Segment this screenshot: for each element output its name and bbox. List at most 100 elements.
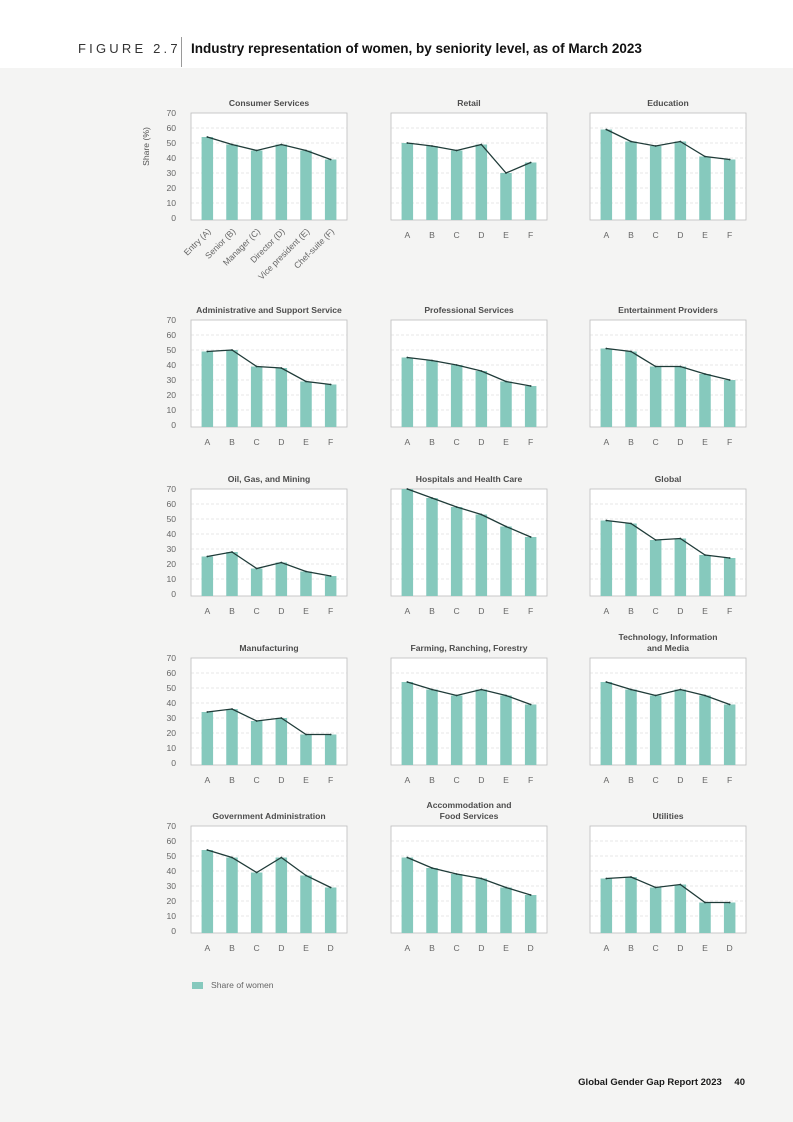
x-tick-label: D — [478, 606, 484, 616]
x-tick-label: B — [628, 230, 634, 240]
trend-line — [207, 349, 331, 386]
x-tick-label: F — [328, 775, 333, 785]
chart-svg-consumer-services: Consumer Services 0 10 20 30 40 50 60 70 Share (%… — [141, 98, 348, 282]
data-point — [679, 365, 682, 368]
data-point — [704, 373, 706, 375]
chart-panel-hospitals-health-care: Hospitals and Health Care A B C D E F — [376, 468, 576, 628]
page-footer: Global Gender Gap Report 2023 40 — [578, 1077, 745, 1088]
bar-b — [226, 552, 238, 596]
chart-panel-utilities: Utilities A B C D E D — [575, 805, 775, 965]
x-tick-label: E — [303, 775, 309, 785]
y-tick-label: 60 — [166, 123, 176, 133]
data-point — [728, 703, 731, 706]
trend-line — [207, 708, 331, 736]
page-number: 40 — [734, 1077, 745, 1088]
x-tick-label: E — [702, 775, 708, 785]
data-point — [305, 570, 307, 573]
y-tick-label: 20 — [166, 183, 176, 193]
y-tick-label: 60 — [166, 499, 176, 509]
chart-svg-manufacturing: Manufacturing 0 10 20 30 40 50 60 70 A B C D E F — [166, 643, 348, 785]
data-point — [255, 871, 258, 874]
legend-swatch-share-of-women — [192, 981, 203, 989]
bar-a — [201, 712, 214, 765]
x-tick-label: C — [653, 775, 659, 785]
chart-svg-administrative-and-support-service: Administrative and Support Service 0 10 20 3… — [166, 305, 348, 447]
data-point — [255, 567, 258, 570]
chart-panel-professional-services: Professional Services A B C D E F — [376, 299, 576, 459]
bar-a — [401, 143, 414, 220]
bar-d — [674, 538, 687, 596]
y-tick-label: 40 — [166, 153, 176, 163]
data-point — [329, 733, 332, 736]
data-point — [480, 513, 483, 516]
chart-svg-entertainment-providers: Entertainment Providers A B C D E F — [589, 305, 747, 447]
x-tick-label: A — [603, 943, 609, 953]
data-point — [206, 711, 209, 713]
y-tick-label: 70 — [166, 108, 176, 118]
bar-a — [401, 857, 414, 933]
x-tick-label: D — [677, 230, 683, 240]
plot-frame — [589, 657, 747, 766]
data-point — [406, 142, 409, 144]
y-tick-label: 0 — [171, 926, 176, 936]
x-tick-label: C — [254, 943, 260, 953]
data-point — [529, 703, 532, 706]
bar-f — [324, 734, 337, 765]
data-point — [206, 136, 209, 138]
y-tick-label: 0 — [171, 420, 176, 430]
y-tick-label: 50 — [166, 851, 176, 861]
data-point — [231, 708, 233, 710]
data-point — [505, 694, 507, 697]
bar-b — [625, 351, 637, 427]
x-tick-label: C — [454, 437, 460, 447]
x-tick-label: E — [303, 943, 309, 953]
x-tick-label: B — [429, 230, 435, 240]
chart-title: Utilities — [652, 811, 683, 821]
bar-e — [300, 381, 312, 427]
chart-panel-consumer-services: Consumer Services 0 10 20 30 40 50 60 70 Share (%… — [141, 92, 376, 282]
bar-d — [475, 514, 488, 596]
bar-f — [723, 704, 736, 765]
bar-c — [450, 695, 463, 765]
bar-c — [649, 366, 662, 427]
bar-e — [699, 695, 711, 765]
figure-label: FIGURE 2.7 — [78, 41, 181, 56]
x-tick-label: A — [204, 943, 210, 953]
data-point — [654, 539, 657, 541]
bar-a — [600, 682, 613, 765]
data-point — [431, 688, 433, 691]
chart-panel-entertainment-providers: Entertainment Providers A B C D E F — [575, 299, 775, 459]
x-tick-label: D — [478, 230, 484, 240]
x-tick-label: E — [303, 606, 309, 616]
bar-b — [625, 523, 637, 596]
chart-title: Administrative and Support Service — [196, 305, 342, 315]
bar-manager-c — [250, 150, 263, 220]
y-tick-label: 40 — [166, 866, 176, 876]
bar-b — [226, 350, 238, 427]
data-point — [529, 385, 532, 387]
bar-d — [275, 857, 288, 933]
data-point — [431, 867, 433, 869]
data-point — [630, 522, 632, 525]
trend-line — [207, 136, 331, 161]
bar-b — [226, 857, 238, 933]
x-tick-label: C — [454, 230, 460, 240]
trend-line — [407, 142, 531, 174]
y-tick-label: 50 — [166, 683, 176, 693]
y-tick-label: 20 — [166, 728, 176, 738]
data-point — [630, 876, 632, 878]
x-tick-label: B — [229, 943, 235, 953]
chart-panel-manufacturing: Manufacturing 0 10 20 30 40 50 60 70 A B C D E F — [166, 637, 376, 797]
chart-panel-technology-information-media: Technology, Information and Media A B C D E F — [575, 632, 775, 797]
chart-title: Global — [655, 474, 682, 484]
y-tick-label: 40 — [166, 698, 176, 708]
trend-line — [606, 347, 730, 381]
data-point — [529, 894, 532, 896]
y-tick-label: 0 — [171, 213, 176, 223]
trend-line — [407, 856, 531, 896]
data-point — [679, 883, 682, 886]
bar-d — [674, 689, 687, 765]
y-tick-label: 70 — [166, 653, 176, 663]
footer-report-title: Global Gender Gap Report 2023 — [578, 1077, 722, 1088]
